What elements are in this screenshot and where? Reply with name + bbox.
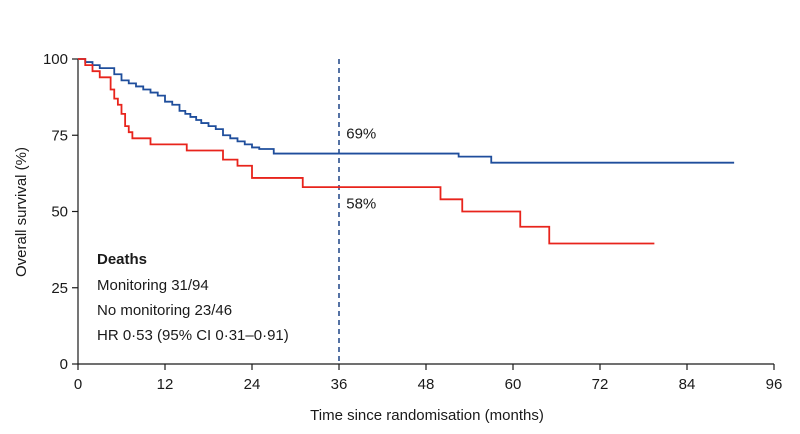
annotations-group: 69% 58%: [346, 125, 376, 212]
x-tick-label: 84: [679, 376, 696, 393]
series-group: [78, 58, 735, 245]
x-tick-label: 24: [244, 376, 261, 393]
y-tick-label: 50: [51, 204, 68, 221]
x-tick-label: 96: [766, 376, 783, 393]
annotation-69-percent: 69%: [346, 125, 376, 142]
legend-line-no-monitoring: No monitoring 23/46: [97, 302, 232, 319]
no-monitoring-survival-curve: [78, 58, 655, 245]
x-tick-label: 72: [592, 376, 609, 393]
x-axis-title: Time since randomisation (months): [310, 407, 544, 424]
x-tick-label: 12: [157, 376, 174, 393]
y-tick-label: 100: [43, 51, 68, 68]
y-tick-label: 25: [51, 280, 68, 297]
monitoring-survival-curve: [78, 58, 735, 164]
x-tick-label: 0: [74, 376, 82, 393]
y-tick-label: 75: [51, 127, 68, 144]
x-tick-label: 36: [331, 376, 348, 393]
y-tick-label: 0: [60, 356, 68, 373]
x-tick-label: 48: [418, 376, 435, 393]
annotation-58-percent: 58%: [346, 195, 376, 212]
legend: Deaths Monitoring 31/94 No monitoring 23…: [97, 251, 289, 344]
x-tick-label: 60: [505, 376, 522, 393]
legend-line-monitoring: Monitoring 31/94: [97, 277, 209, 294]
axes: 0 12 24 36 48 60 72 84 96 0 25 50 75 100: [43, 51, 782, 393]
legend-heading: Deaths: [97, 251, 147, 268]
legend-line-hazard-ratio: HR 0·53 (95% CI 0·31–0·91): [97, 327, 289, 344]
y-axis-title: Overall survival (%): [13, 147, 30, 277]
